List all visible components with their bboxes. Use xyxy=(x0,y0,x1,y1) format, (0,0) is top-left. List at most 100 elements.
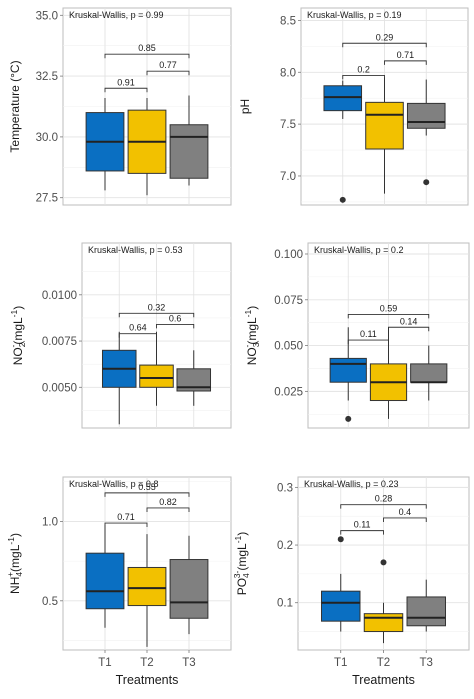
panel-4: 0.025 0.050 0.075 0.100 NO3-(mgL-1) Kruskal-W… xyxy=(242,242,470,429)
y-axis-label: PO43-(mgL-1) xyxy=(232,532,251,596)
y-tick-label: 0.050 xyxy=(274,341,303,353)
comparison-bracket xyxy=(347,313,430,319)
y-tick-label: 0.075 xyxy=(274,295,303,307)
box-T3 xyxy=(176,368,212,392)
panel-1: 27.5 30.0 32.5 35.0 Temperature (°C) Kruskal-… xyxy=(8,7,232,206)
x-tick-label-T1: T1 xyxy=(98,657,111,669)
y-tick-label: 0.0075 xyxy=(42,336,77,348)
kruskal-wallis-label: Kruskal-Wallis, p = 0.2 xyxy=(314,245,403,255)
x-axis-label: Treatments xyxy=(116,673,179,687)
comparison-bracket xyxy=(347,339,389,345)
comparison-bracket xyxy=(342,74,385,80)
comparison-bracket xyxy=(118,333,157,338)
outlier-point xyxy=(380,559,387,566)
comparison-bracket xyxy=(104,492,190,497)
comparison-p-value: 0.64 xyxy=(129,323,147,333)
y-tick-label: 0.3 xyxy=(277,482,293,494)
x-tick-label-T2: T2 xyxy=(377,657,390,669)
y-tick-label: 0.2 xyxy=(277,540,293,552)
comparison-p-value: 0.91 xyxy=(117,77,135,87)
kruskal-wallis-label: Kruskal-Wallis, p = 0.53 xyxy=(88,245,182,255)
comparison-p-value: 0.32 xyxy=(148,302,166,312)
comparison-bracket xyxy=(118,312,195,318)
panel-3: 0.0050 0.0075 0.0100 NO2-(mgL-1) Kruskal-Wal… xyxy=(8,242,232,429)
y-tick-label: 8.0 xyxy=(280,67,296,79)
y-tick-label: 35.0 xyxy=(36,10,58,22)
comparison-p-value: 0.55 xyxy=(138,482,156,492)
panel-2: 7.0 7.5 8.0 8.5 pH Kruskal-Wallis, p = 0.19 0.… xyxy=(238,7,469,206)
y-tick-label: 1.0 xyxy=(42,516,58,528)
y-tick-label: 8.5 xyxy=(280,15,296,27)
comparison-bracket xyxy=(156,323,195,329)
comparison-p-value: 0.11 xyxy=(354,520,371,530)
y-tick-label: 30.0 xyxy=(36,132,58,144)
comparison-p-value: 0.14 xyxy=(400,316,418,326)
y-tick-label: 7.5 xyxy=(280,119,296,131)
comparison-bracket xyxy=(384,60,427,65)
comparison-bracket xyxy=(340,504,427,509)
box-T3 xyxy=(410,363,448,383)
kruskal-wallis-label: Kruskal-Wallis, p = 0.8 xyxy=(69,479,158,489)
box-T1 xyxy=(85,552,125,610)
x-tick-label-T3: T3 xyxy=(420,657,433,669)
y-tick-label: 0.0100 xyxy=(42,290,77,302)
y-tick-label: 0.0050 xyxy=(42,382,77,394)
comparison-bracket xyxy=(388,326,430,332)
kruskal-wallis-label: Kruskal-Wallis, p = 0.19 xyxy=(307,10,401,20)
comparison-p-value: 0.4 xyxy=(399,507,412,517)
y-tick-label: 27.5 xyxy=(36,193,58,205)
outlier-point xyxy=(337,536,344,543)
panel-5: 0.5 1.0 NH4+(mgL-1) Kruskal-Wallis, p = 0.8… xyxy=(5,476,232,687)
y-axis-label: NH4+(mgL-1) xyxy=(5,533,24,594)
x-axis-label: Treatments xyxy=(352,673,415,687)
box-T2 xyxy=(365,101,404,150)
box-T3 xyxy=(169,559,209,619)
y-tick-label: 0.5 xyxy=(42,596,58,608)
outlier-point xyxy=(339,196,346,203)
comparison-bracket xyxy=(104,522,148,528)
panel-6: 0.1 0.2 0.3 PO43-(mgL-1) Kruskal-Wallis, p =… xyxy=(232,476,470,687)
comparison-p-value: 0.6 xyxy=(169,313,182,323)
x-tick-label-T2: T2 xyxy=(140,657,153,669)
comparison-bracket xyxy=(146,70,190,76)
outlier-point xyxy=(423,179,430,186)
comparison-p-value: 0.71 xyxy=(397,50,415,60)
box-T3 xyxy=(406,102,446,129)
comparison-p-value: 0.2 xyxy=(357,64,370,74)
box-T1 xyxy=(321,590,361,622)
comparison-bracket xyxy=(104,87,148,93)
y-axis-label: pH xyxy=(238,99,252,114)
y-axis-label: NO3-(mgL-1) xyxy=(242,306,261,365)
y-tick-label: 0.025 xyxy=(274,386,303,398)
kruskal-wallis-label: Kruskal-Wallis, p = 0.23 xyxy=(304,479,398,489)
box-T2 xyxy=(127,566,167,607)
box-T2 xyxy=(363,613,404,633)
box-T3 xyxy=(169,124,209,179)
comparison-bracket xyxy=(340,530,384,535)
box-T1 xyxy=(323,85,363,112)
comparison-p-value: 0.28 xyxy=(375,494,393,504)
comparison-bracket xyxy=(146,507,190,512)
kruskal-wallis-label: Kruskal-Wallis, p = 0.99 xyxy=(69,10,163,20)
y-tick-label: 7.0 xyxy=(280,171,296,183)
comparison-bracket xyxy=(342,42,427,48)
comparison-p-value: 0.85 xyxy=(138,43,156,53)
comparison-bracket xyxy=(104,53,190,59)
box-T1 xyxy=(329,357,367,383)
box-T2 xyxy=(139,364,174,388)
y-tick-label: 0.100 xyxy=(274,249,303,261)
comparison-p-value: 0.11 xyxy=(360,329,377,339)
y-tick-label: 32.5 xyxy=(36,71,58,83)
y-axis-label: Temperature (°C) xyxy=(8,60,22,152)
x-tick-label-T3: T3 xyxy=(182,657,195,669)
comparison-p-value: 0.77 xyxy=(159,60,177,70)
comparison-p-value: 0.59 xyxy=(380,303,398,313)
comparison-p-value: 0.71 xyxy=(117,512,135,522)
comparison-p-value: 0.29 xyxy=(376,32,394,42)
x-tick-label-T1: T1 xyxy=(334,657,347,669)
outlier-point xyxy=(345,415,352,422)
y-axis-label: NO2-(mgL-1) xyxy=(8,306,27,365)
comparison-p-value: 0.82 xyxy=(159,497,177,507)
comparison-bracket xyxy=(383,517,427,522)
